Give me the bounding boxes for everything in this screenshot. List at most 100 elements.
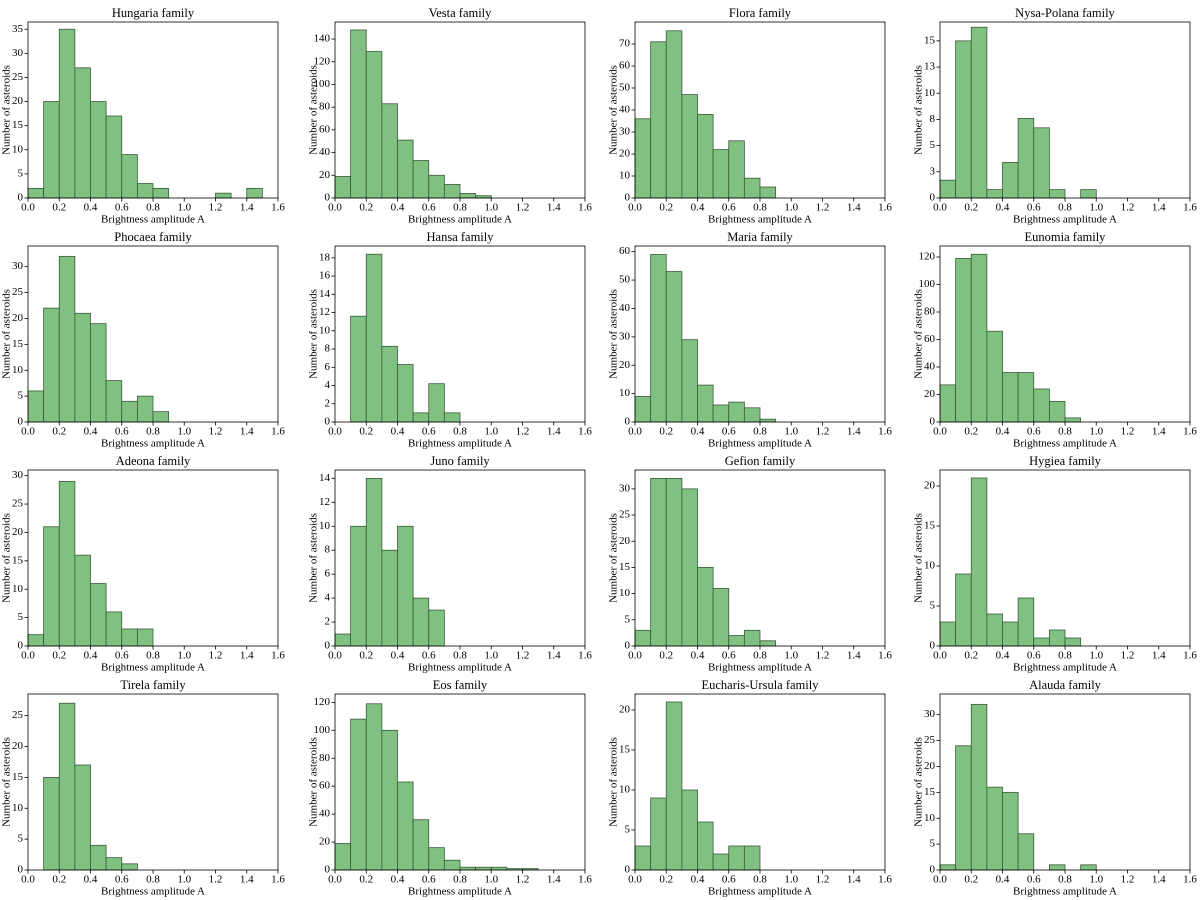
x-tick-label: 1.4 [1152,874,1166,886]
x-tick-label: 0.0 [933,650,947,662]
bar [428,383,445,423]
bar [986,786,1003,871]
bar [1064,417,1082,423]
x-tick-label: 0.4 [391,874,405,886]
y-tick-label: 100 [314,724,331,736]
x-tick-label: 0.6 [422,202,436,214]
bar [634,629,652,647]
x-tick-label: 0.8 [146,426,160,438]
y-tick-label: 120 [919,251,936,263]
x-tick-label: 0.0 [328,202,342,214]
x-tick-label: 0.2 [659,426,673,438]
x-axis-label: Brightness amplitude A [708,662,812,674]
y-tick-label: 20 [619,535,631,547]
x-tick-label: 0.6 [115,874,129,886]
bar [986,330,1003,423]
y-tick-label: 15 [924,520,936,532]
bar [1017,833,1035,871]
y-tick-label: 20 [619,359,631,371]
y-tick-label: 10 [924,560,936,572]
bar [443,412,461,423]
x-tick-label: 1.2 [516,426,530,438]
y-tick-label: 10 [12,364,24,376]
x-tick-label: 1.0 [784,202,798,214]
x-tick-label: 1.2 [516,874,530,886]
x-tick-label: 0.4 [84,426,98,438]
bar [475,866,492,871]
y-tick-label: 12 [319,496,330,508]
y-tick-label: 10 [319,520,331,532]
chart-title: Juno family [430,454,490,468]
x-axis-label: Brightness amplitude A [408,214,512,226]
x-tick-label: 0.8 [1058,874,1072,886]
chart-title: Hygiea family [1029,454,1102,468]
bar [350,29,367,199]
y-tick-label: 0 [625,864,631,876]
bar [650,41,667,199]
y-tick-label: 2 [325,616,331,628]
bar [955,745,972,871]
y-tick-label: 5 [18,167,24,179]
subplot: 0.0 0.2 0.4 0.6 0.8 1.0 1.2 1.4 1.6 0 5 10 15 20 25 30 3… [1,6,286,226]
y-tick-label: 3 [930,165,936,177]
bar [1017,117,1035,199]
y-tick-label: 140 [314,33,331,45]
bar [1048,864,1066,871]
y-tick-label: 4 [325,379,331,391]
y-tick-label: 10 [12,802,24,814]
x-tick-label: 1.2 [816,202,830,214]
bar [697,384,714,423]
x-tick-label: 1.6 [878,650,892,662]
bar [412,597,430,647]
y-tick-label: 10 [924,812,936,824]
y-tick-label: 25 [12,709,24,721]
x-tick-label: 1.2 [1121,426,1135,438]
y-axis-label: Number of asteroids [308,513,320,603]
x-tick-label: 0.8 [753,874,767,886]
bar [459,193,477,199]
subplot: 0.0 0.2 0.4 0.6 0.8 1.0 1.2 1.4 1.6 0 5 10 15 20 25 30 A… [913,678,1198,898]
y-tick-label: 10 [12,583,24,595]
y-axis-label: Number of asteroids [913,289,925,379]
bar [743,177,761,199]
bar [1002,621,1019,647]
y-tick-label: 10 [619,387,631,399]
bar [939,179,957,199]
x-tick-label: 0.2 [659,650,673,662]
bar [1017,372,1035,423]
bar [74,312,91,423]
y-axis-label: Number of asteroids [608,737,620,827]
y-tick-label: 0 [325,416,331,428]
y-tick-label: 20 [12,740,24,752]
x-tick-label: 0.8 [146,650,160,662]
bar [743,845,761,871]
bar [443,859,461,871]
bar [334,176,352,199]
bar [970,477,988,647]
y-tick-label: 10 [619,170,631,182]
y-tick-label: 5 [18,611,24,623]
x-tick-label: 0.8 [753,650,767,662]
y-tick-label: 0 [930,640,936,652]
x-tick-label: 0.0 [933,426,947,438]
x-tick-label: 0.6 [422,874,436,886]
bar [105,611,123,647]
bar [428,847,445,871]
y-axis-label: Number of asteroids [1,289,13,379]
bar [121,628,138,647]
y-tick-label: 20 [619,148,631,160]
bar [365,253,383,423]
y-tick-label: 0 [930,864,936,876]
x-axis-label: Brightness amplitude A [1013,214,1117,226]
y-tick-label: 15 [12,119,24,131]
subplot: 0.0 0.2 0.4 0.6 0.8 1.0 1.2 1.4 1.6 0 20 40 60 80 100 1… [308,6,593,226]
x-tick-label: 0.6 [1027,426,1041,438]
subplot: 0.0 0.2 0.4 0.6 0.8 1.0 1.2 1.4 1.6 0 3 5 8 10 13 15 Nys… [913,6,1198,226]
y-tick-label: 20 [619,704,631,716]
x-tick-label: 1.2 [209,874,223,886]
x-tick-label: 1.6 [1183,202,1197,214]
bar [970,253,988,423]
subplot: 0.0 0.2 0.4 0.6 0.8 1.0 1.2 1.4 1.6 0 5 10 15 20 Hygie… [913,454,1198,674]
y-tick-label: 0 [325,864,331,876]
y-tick-label: 40 [924,361,936,373]
